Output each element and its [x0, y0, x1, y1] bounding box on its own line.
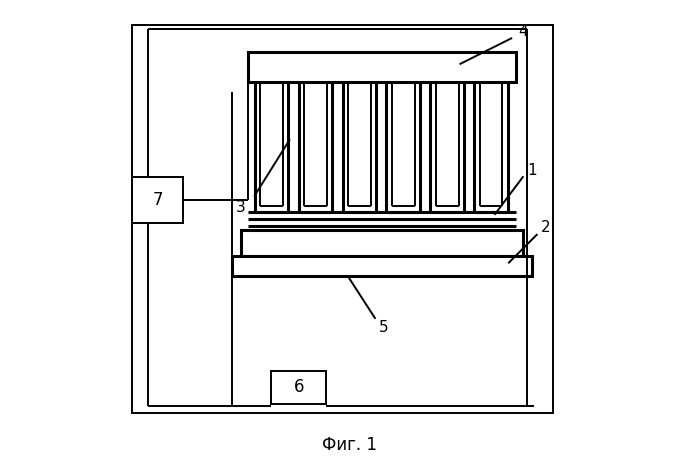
Bar — [132, 177, 183, 223]
Text: 1: 1 — [527, 163, 537, 178]
Bar — [231, 256, 532, 276]
Text: 2: 2 — [541, 220, 551, 235]
Text: 7: 7 — [152, 191, 163, 209]
Text: 3: 3 — [236, 199, 246, 214]
Text: 6: 6 — [294, 379, 304, 396]
Bar — [132, 25, 553, 413]
Bar — [241, 230, 523, 256]
Text: 4: 4 — [518, 24, 528, 39]
Bar — [271, 371, 326, 404]
Bar — [248, 52, 516, 82]
Text: 5: 5 — [380, 320, 389, 335]
Text: Фиг. 1: Фиг. 1 — [322, 436, 377, 454]
